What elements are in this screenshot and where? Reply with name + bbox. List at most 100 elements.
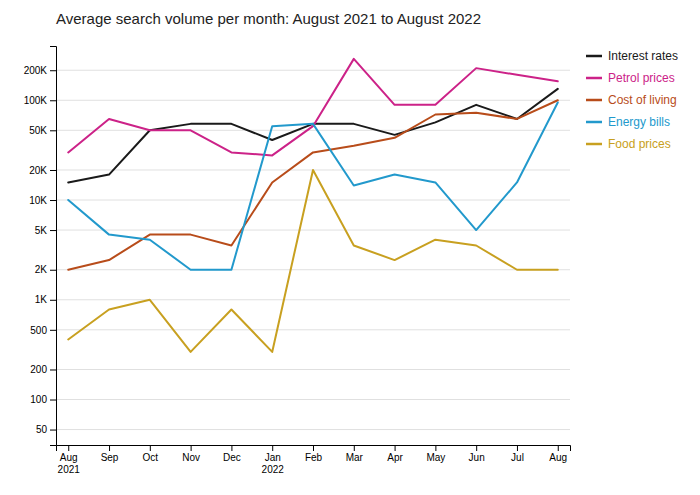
chart: Average search volume per month: August … xyxy=(0,0,700,495)
y-tick: 50K xyxy=(29,125,56,136)
x-tick-label: Oct xyxy=(143,452,159,463)
legend-item: Energy bills xyxy=(586,115,670,129)
x-tick-mark xyxy=(558,445,559,451)
x-tick: May xyxy=(426,445,445,463)
grid-line xyxy=(56,329,570,330)
x-tick: Aug xyxy=(549,445,567,463)
y-tick-mark xyxy=(50,70,56,71)
y-tick-label: 500 xyxy=(30,324,47,335)
x-tick-label: Apr xyxy=(387,452,403,463)
y-tick-mark xyxy=(50,130,56,131)
x-tick: Feb xyxy=(305,445,323,463)
legend-label: Energy bills xyxy=(608,115,670,129)
x-tick-label-line: Nov xyxy=(182,452,200,463)
x-tick: Jun xyxy=(469,445,485,463)
x-tick-label-line: Jul xyxy=(511,452,524,463)
x-tick-label-line: May xyxy=(426,452,445,463)
x-tick-mark xyxy=(313,445,314,451)
y-tick: 10K xyxy=(29,195,56,206)
y-tick-mark xyxy=(50,400,56,401)
y-tick-label: 5K xyxy=(35,225,48,236)
y-tick-label: 2K xyxy=(35,264,48,275)
legend-swatch xyxy=(586,143,602,146)
plot: 501002005001K2K5K10K20K50K100K200KAug202… xyxy=(24,47,571,475)
x-tick-label-line: Jun xyxy=(469,452,485,463)
x-tick-mark xyxy=(435,445,436,451)
legend-item: Interest rates xyxy=(586,49,678,63)
y-tick-label: 20K xyxy=(29,165,47,176)
x-tick: Mar xyxy=(346,445,364,463)
y-tick-mark xyxy=(50,369,56,370)
legend-label: Cost of living xyxy=(608,93,677,107)
series-line xyxy=(68,102,558,269)
y-tick: 100 xyxy=(30,394,56,405)
legend-item: Food prices xyxy=(586,137,671,151)
y-tick: 1K xyxy=(35,294,56,305)
legend-swatch xyxy=(586,55,602,58)
x-tick-label: Feb xyxy=(305,452,323,463)
y-tick: 100K xyxy=(24,95,56,106)
y-tick-label: 100K xyxy=(24,95,48,106)
y-tick-label: 1K xyxy=(35,294,48,305)
grid-line xyxy=(56,369,570,370)
x-tick-label: Aug2021 xyxy=(58,452,81,475)
x-tick-mark xyxy=(150,445,151,451)
x-tick: Dec xyxy=(223,445,241,463)
x-tick-label: Jun xyxy=(469,452,485,463)
x-tick-label-line: Feb xyxy=(305,452,323,463)
x-axis-line xyxy=(57,446,571,452)
x-tick-label: Nov xyxy=(182,452,200,463)
x-tick-label: May xyxy=(426,452,445,463)
grid-line xyxy=(56,200,570,201)
x-tick: Oct xyxy=(143,445,159,463)
grid-line xyxy=(56,299,570,300)
x-tick-label-line: 2021 xyxy=(58,464,81,475)
x-axis: Aug2021SepOctNovDecJan2022FebMarAprMayJu… xyxy=(57,445,571,475)
y-tick: 200 xyxy=(30,364,56,375)
grid-line xyxy=(56,399,570,400)
y-tick: 2K xyxy=(35,264,56,275)
x-tick-label-line: Aug xyxy=(60,452,78,463)
y-tick-mark xyxy=(50,300,56,301)
y-tick: 5K xyxy=(35,225,56,236)
grid-line xyxy=(56,269,570,270)
y-tick: 200K xyxy=(24,65,56,76)
x-tick-label-line: Mar xyxy=(346,452,364,463)
x-tick-mark xyxy=(395,445,396,451)
x-tick: Jul xyxy=(511,445,524,463)
series-line xyxy=(68,59,558,156)
y-tick-label: 10K xyxy=(29,195,47,206)
x-tick: Nov xyxy=(182,445,200,463)
grid-line xyxy=(56,429,570,430)
legend-swatch xyxy=(586,121,602,124)
series-line xyxy=(68,89,558,183)
y-tick-mark xyxy=(50,200,56,201)
legend-label: Petrol prices xyxy=(608,71,675,85)
y-tick-mark xyxy=(50,230,56,231)
x-tick-label: Aug xyxy=(549,452,567,463)
y-tick-label: 50 xyxy=(36,424,48,435)
y-tick-label: 100 xyxy=(30,394,47,405)
legend-item: Cost of living xyxy=(586,93,677,107)
x-tick-label: Jan2022 xyxy=(262,452,285,475)
grid-line xyxy=(56,230,570,231)
x-tick: Aug2021 xyxy=(58,445,81,475)
x-tick-label-line: Aug xyxy=(549,452,567,463)
series-line xyxy=(68,170,558,352)
x-tick-mark xyxy=(109,445,110,451)
legend-swatch xyxy=(586,99,602,102)
x-tick-label-line: 2022 xyxy=(262,464,285,475)
x-tick-mark xyxy=(191,445,192,451)
y-tick-label: 200K xyxy=(24,65,48,76)
y-tick-mark xyxy=(50,170,56,171)
x-tick-label-line: Sep xyxy=(101,452,119,463)
y-axis: 50 100 200 500 1K 2K 5K 10K 20K 50K 100K 200K xyxy=(24,47,57,446)
legend: Interest rates Petrol prices Cost of livin… xyxy=(586,49,678,151)
x-tick: Jan2022 xyxy=(262,445,285,475)
x-tick-label-line: Jan xyxy=(265,452,281,463)
x-tick-mark xyxy=(354,445,355,451)
grid-line xyxy=(56,130,570,131)
x-tick-label-line: Apr xyxy=(387,452,403,463)
legend-swatch xyxy=(586,77,602,80)
grid xyxy=(56,70,570,429)
